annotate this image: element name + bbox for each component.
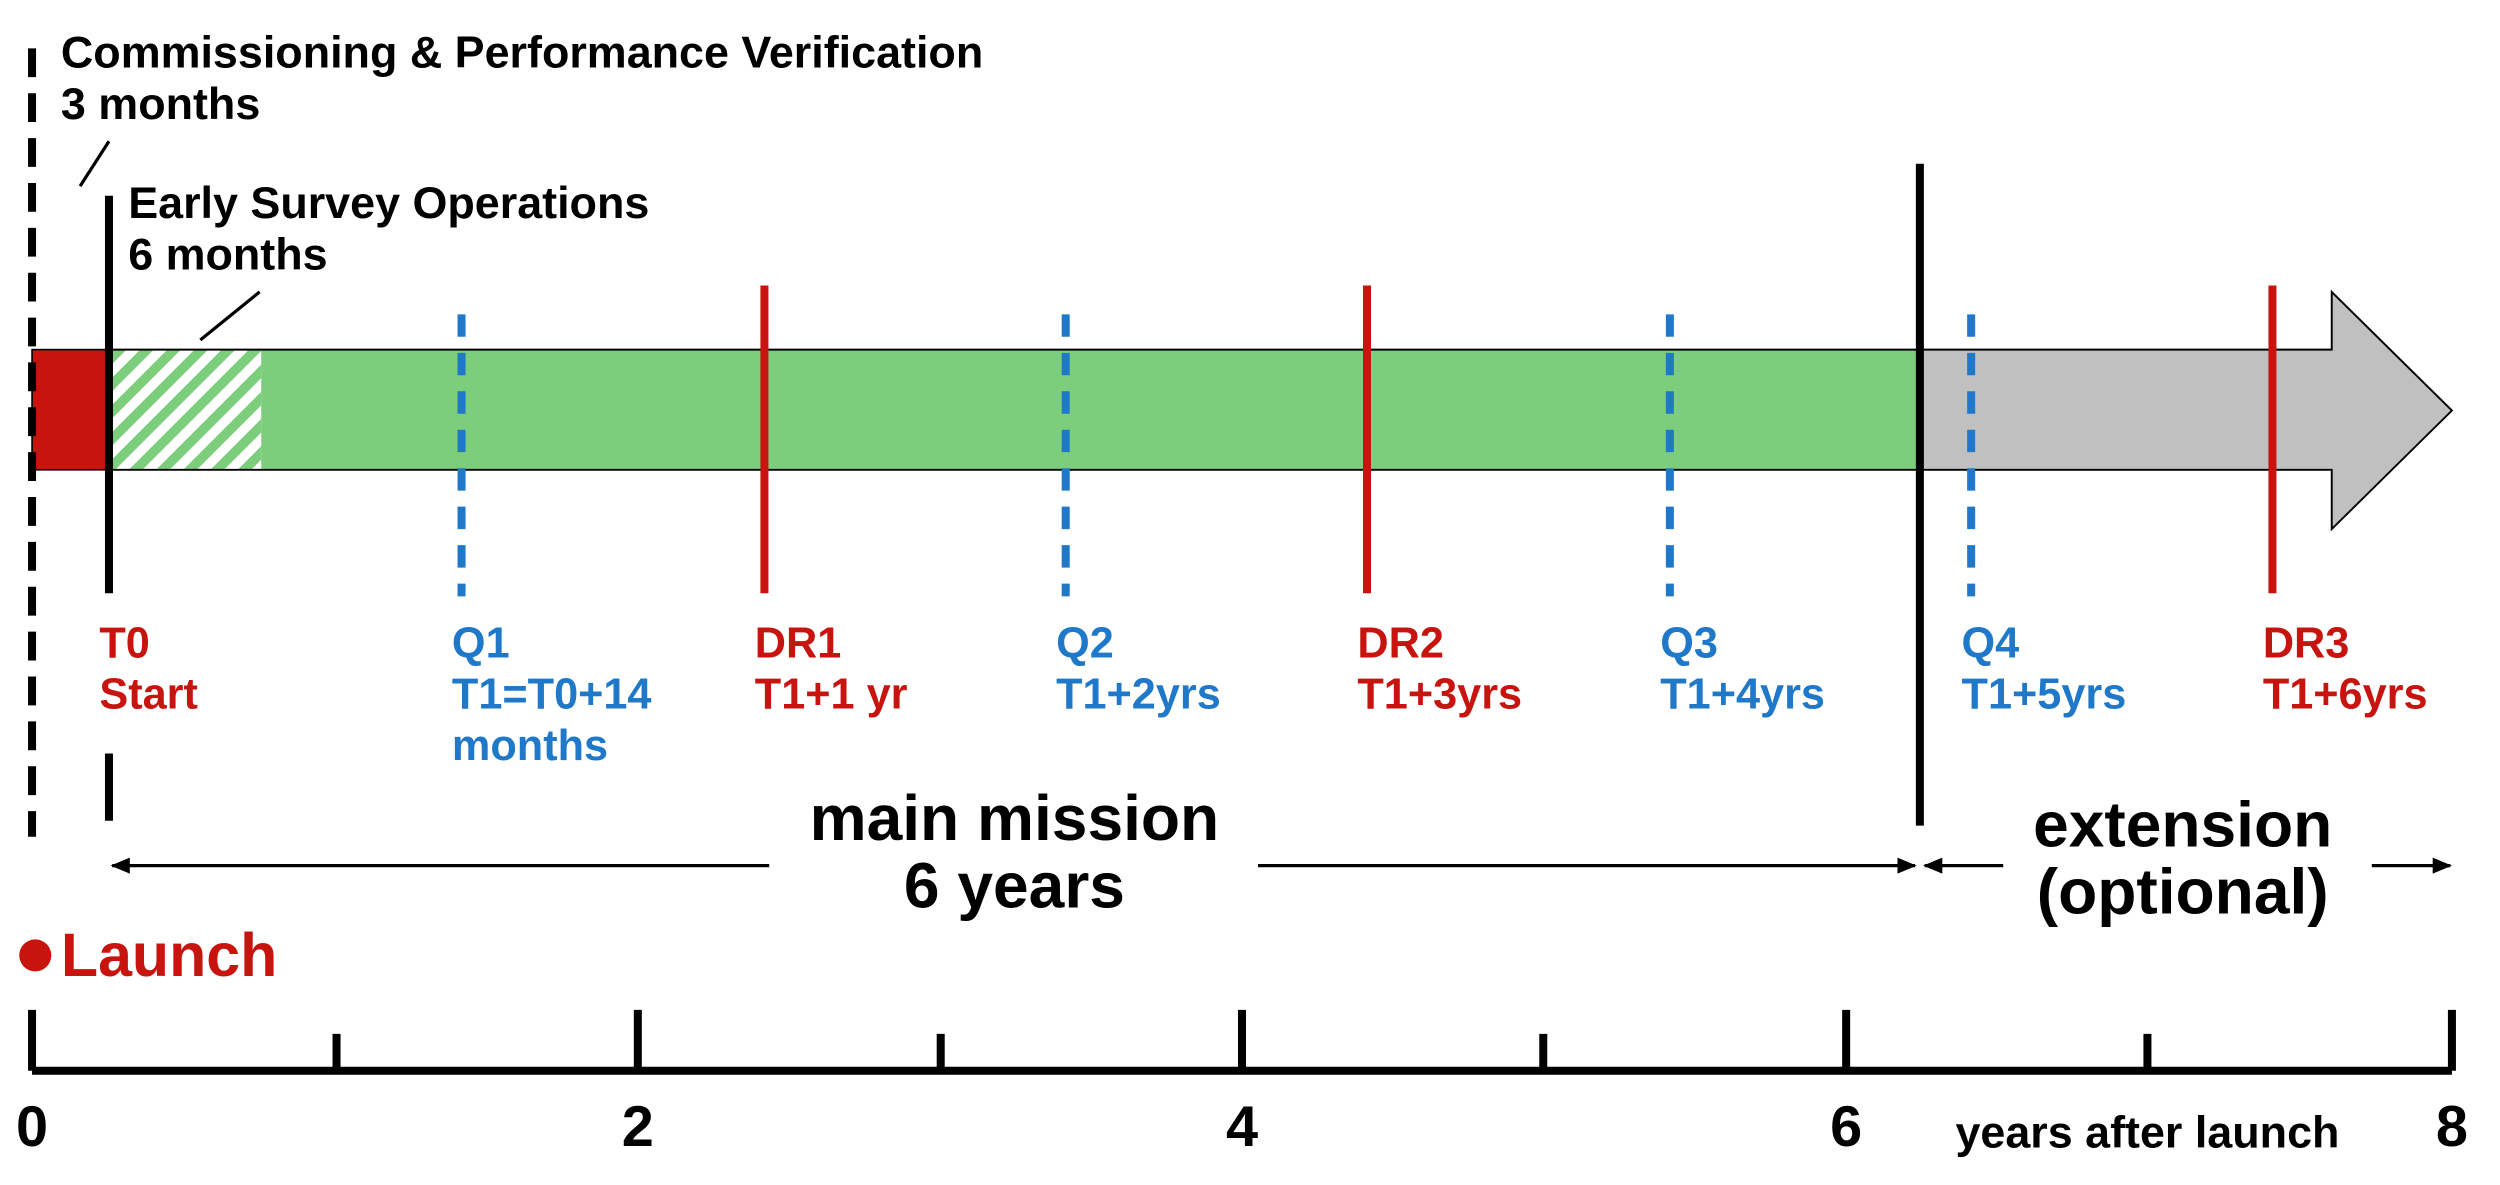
milestone-label: T1+4yrs	[1660, 671, 1825, 719]
milestone-label: Start	[99, 671, 198, 719]
commissioning-duration: 3 months	[61, 78, 260, 129]
milestone-label: Q4	[1962, 619, 2020, 667]
milestone-label: DR1	[755, 619, 842, 667]
milestone-label: T1+6yrs	[2263, 671, 2428, 719]
extension-label: extension	[2033, 788, 2332, 860]
milestone-label: T1+2yrs	[1056, 671, 1221, 719]
tick-label: 6	[1830, 1095, 1862, 1159]
milestone-label: T0	[99, 619, 149, 667]
tick-label: 2	[622, 1095, 654, 1159]
axis-label: years after launch	[1955, 1107, 2339, 1158]
leader-line	[78, 140, 111, 188]
tick-label: 8	[2436, 1095, 2468, 1159]
milestone-label: T1+1 yr	[755, 671, 908, 719]
milestone-label: Q1	[452, 619, 510, 667]
milestone-label: T1+3yrs	[1357, 671, 1522, 719]
main-mission-bar	[261, 349, 1920, 470]
milestone-label: Q2	[1056, 619, 1114, 667]
early-survey-duration: 6 months	[128, 228, 327, 279]
milestone-label: DR2	[1357, 619, 1444, 667]
leader-line	[199, 290, 261, 342]
extension-arrow	[1918, 289, 2454, 532]
milestone-label: months	[452, 722, 608, 770]
main-mission-label: main mission	[810, 782, 1220, 854]
launch-label: Launch	[61, 921, 277, 989]
commissioning-title: Commissioning & Performance Verification	[61, 27, 983, 78]
early-survey-bar	[108, 349, 262, 470]
extension-note: (optional)	[2037, 856, 2329, 928]
commissioning-bar	[31, 348, 110, 471]
tick-label: 0	[16, 1095, 48, 1159]
main-mission-duration: 6 years	[904, 849, 1125, 921]
milestone-label: T1=T0+14	[452, 671, 652, 719]
launch-dot	[19, 939, 52, 972]
milestone-label: Q3	[1660, 619, 1718, 667]
milestone-label: DR3	[2263, 619, 2350, 667]
early-survey-title: Early Survey Operations	[128, 177, 649, 228]
milestone-label: T1+5yrs	[1962, 671, 2127, 719]
tick-label: 4	[1226, 1095, 1258, 1159]
